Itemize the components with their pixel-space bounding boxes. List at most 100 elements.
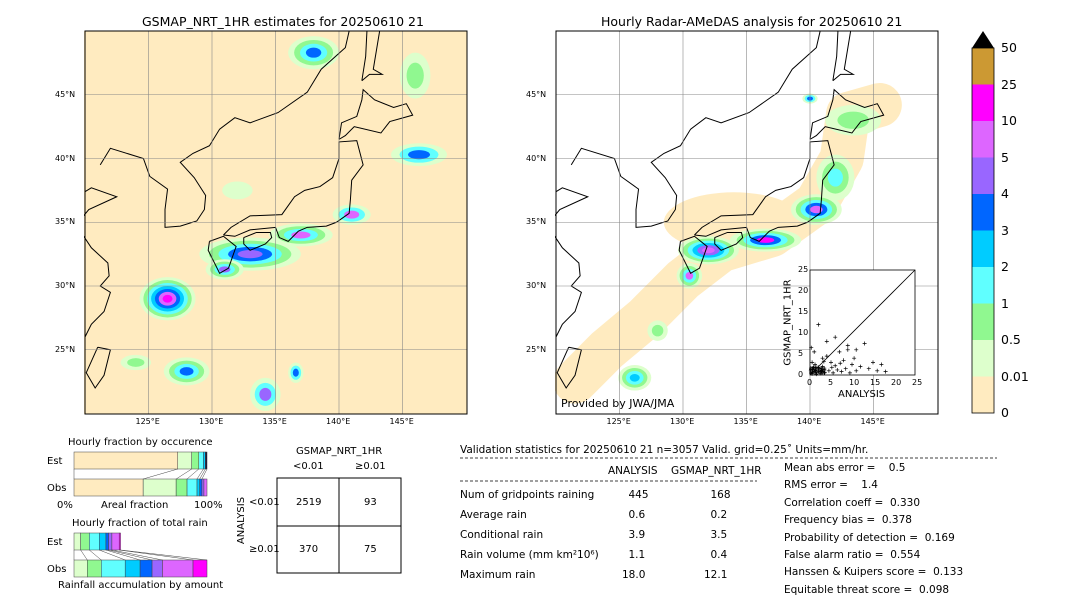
scatter-point <box>821 359 826 364</box>
scatter-point <box>810 370 815 375</box>
score-line: Probability of detection = 0.169 <box>784 531 955 544</box>
fraction-connector <box>201 468 208 480</box>
colorbar-segment <box>972 230 994 267</box>
right-map-frame <box>555 30 939 415</box>
colorbar-segment <box>972 340 994 377</box>
rain-area <box>237 250 263 259</box>
coastline-kyushu <box>678 235 708 274</box>
left-map-title: GSMAP_NRT_1HR estimates for 20250610 21 <box>142 14 424 29</box>
rain-obs-bar <box>162 559 194 578</box>
scatter-point <box>845 347 850 352</box>
rain-area <box>344 210 360 219</box>
cell-0-0: 2519 <box>296 497 322 508</box>
occurrence-est-bar <box>191 451 200 470</box>
occurrence-obs-bar <box>201 478 205 497</box>
rain-est-bar <box>89 532 100 551</box>
occurrence-obs-bar <box>73 478 144 497</box>
occurrence-est-bar <box>177 451 192 470</box>
rain-est-bar <box>108 532 113 551</box>
colorbar-segment <box>972 194 994 231</box>
lon-tick-label: 130°E <box>670 417 695 426</box>
fraction-connector <box>105 549 141 561</box>
lat-tick-label: 35°N <box>526 217 547 227</box>
coastline-taiwan <box>556 346 583 389</box>
scatter-point <box>813 362 818 367</box>
scatter-point <box>850 362 854 367</box>
rain-est-bar <box>105 532 109 551</box>
rain-area <box>756 237 775 243</box>
rain-area <box>292 368 299 377</box>
scatter-point <box>817 371 822 375</box>
lat-tick-label: 40°N <box>55 153 76 163</box>
scatter-x-tick: 15 <box>870 378 881 387</box>
stat-row-label: Average rain <box>460 509 527 521</box>
lon-tick-label: 145°E <box>389 417 414 426</box>
coastline-taiwan <box>85 346 112 389</box>
stats-col-analysis: ANALYSIS <box>608 465 658 477</box>
lon-tick-label: 140°E <box>797 417 822 426</box>
stat-analysis-value: 18.0 <box>622 569 646 581</box>
scatter-x-tick: 5 <box>828 378 834 387</box>
stat-analysis-value: 0.6 <box>628 509 646 521</box>
scatter-point <box>879 362 884 367</box>
colorbar-label: 0 <box>1001 405 1009 420</box>
stat-row-label: Maximum rain <box>460 569 536 581</box>
colorbar-label: 0.5 <box>1001 332 1021 347</box>
scatter-point <box>845 343 850 348</box>
scatter-point <box>839 369 844 374</box>
fraction-connector <box>196 468 204 480</box>
rain-area <box>685 271 694 280</box>
rain-est-bar <box>118 532 121 551</box>
scatter-point <box>854 368 859 373</box>
occurrence-obs-bar <box>199 478 203 497</box>
rain-area <box>259 387 272 401</box>
stat-analysis-value: 1.1 <box>628 549 646 561</box>
scatter-point <box>871 360 875 365</box>
scatter-point <box>826 368 831 373</box>
fraction-connector <box>186 468 199 480</box>
coastline-china <box>84 187 119 338</box>
colorbar-frame <box>971 47 995 414</box>
scatter-y-tick: 10 <box>798 328 809 337</box>
occurrence-tick-100: 100% <box>194 500 223 511</box>
scatter-x-tick: 10 <box>849 378 860 387</box>
coastline-sakhalin <box>361 31 385 82</box>
score-line: Frequency bias = 0.378 <box>784 514 912 527</box>
rain-area <box>406 62 424 89</box>
rain-area <box>651 324 664 337</box>
contingency-title: GSMAP_NRT_1HR <box>296 446 383 457</box>
rain-area <box>810 205 823 214</box>
stat-analysis-value: 445 <box>628 489 649 501</box>
lon-tick-label: 130°E <box>199 417 224 426</box>
scatter-point <box>820 356 825 361</box>
right-map-title: Hourly Radar-AMeDAS analysis for 2025061… <box>601 14 903 29</box>
coastline-hokkaido <box>809 88 885 140</box>
scatter-point <box>822 368 827 373</box>
fraction-connector <box>176 468 192 480</box>
cell-0-1: 93 <box>364 497 377 508</box>
scatter-point <box>824 339 829 344</box>
scatter-point <box>841 358 846 363</box>
map-credit: Provided by JWA/JMA <box>561 397 675 410</box>
rain-xlabel: Rainfall accumulation by amount <box>58 580 224 591</box>
colorbar-label: 5 <box>1001 149 1009 165</box>
lat-tick-label: 45°N <box>55 89 76 99</box>
rain-area <box>702 247 715 254</box>
stat-gsmap-value: 12.1 <box>704 569 728 581</box>
rain-area <box>127 358 145 367</box>
rain-est-bar <box>80 532 90 551</box>
coastline-shikoku <box>243 231 273 251</box>
colorbar-label: 50 <box>1001 40 1017 55</box>
rain-area <box>827 168 843 187</box>
fraction-connector <box>111 549 163 561</box>
scatter-y-tick: 5 <box>798 349 804 358</box>
rain-est-bar <box>73 532 81 551</box>
lat-tick-label: 30°N <box>55 281 76 290</box>
stats-header: Validation statistics for 20250610 21 n=… <box>460 444 869 456</box>
scatter-point <box>810 360 815 365</box>
occurrence-obs-bar <box>196 478 200 497</box>
rain-obs-bar <box>151 559 163 578</box>
rain-obs-label: Obs <box>47 564 67 575</box>
stat-gsmap-value: 3.5 <box>710 529 728 541</box>
